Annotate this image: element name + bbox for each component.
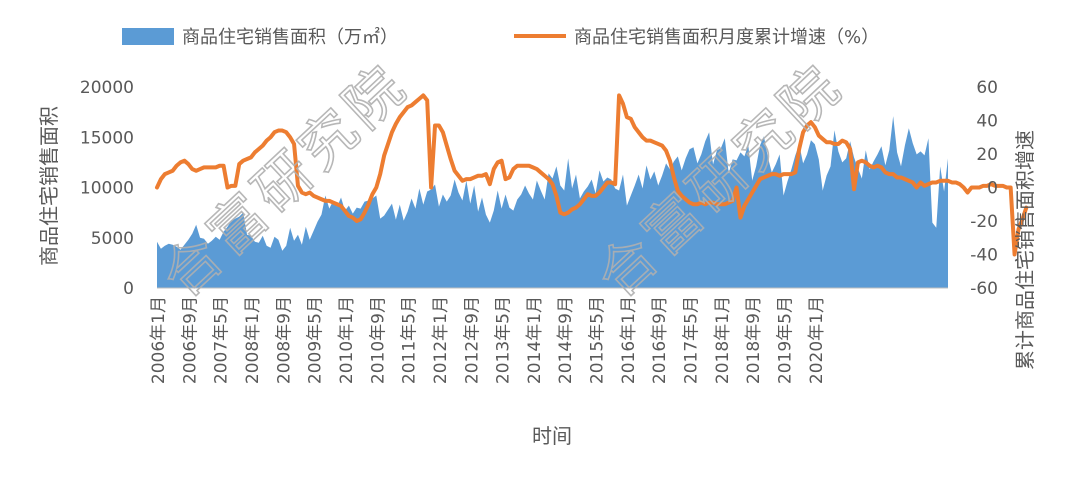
x-tick-label: 2008年9月: [274, 296, 294, 384]
x-tick-label: 2018年9月: [744, 296, 764, 384]
left-tick-label: 10000: [80, 179, 134, 199]
x-tick-label: 2016年1月: [619, 296, 639, 384]
x-tick-label: 2007年5月: [212, 296, 232, 384]
left-axis-ticks: 0 5000 10000 15000 20000: [80, 78, 134, 299]
x-tick-label: 2017年5月: [682, 296, 702, 384]
left-axis-title: 商品住宅销售面积: [37, 106, 61, 266]
x-axis-title: 时间: [532, 424, 572, 448]
x-tick-label: 2020年1月: [807, 296, 827, 384]
right-tick-label: -20: [970, 212, 998, 232]
area-series-sales: [157, 116, 948, 289]
plot-area: [155, 93, 1029, 289]
x-tick-label: 2014年9月: [556, 296, 576, 384]
right-tick-label: 40: [976, 112, 998, 132]
x-tick-label: 2010年1月: [337, 296, 357, 384]
legend: 商品住宅销售面积（万㎡） 商品住宅销售面积月度累计增速（%）: [122, 26, 879, 48]
right-axis-title: 累计商品住宅销售面积增速: [1013, 130, 1037, 370]
right-tick-label: 20: [976, 145, 998, 165]
right-tick-label: 0: [987, 179, 998, 199]
left-tick-label: 0: [123, 279, 134, 299]
x-tick-label: 2012年9月: [462, 296, 482, 384]
x-tick-label: 2018年1月: [713, 296, 733, 384]
left-tick-label: 20000: [80, 78, 134, 98]
x-tick-label: 2006年1月: [149, 296, 169, 384]
right-tick-label: -40: [970, 246, 998, 266]
x-tick-label: 2010年9月: [368, 296, 388, 384]
x-tick-label: 2019年5月: [776, 296, 796, 384]
x-tick-label: 2015年5月: [588, 296, 608, 384]
legend-area-label: 商品住宅销售面积（万㎡）: [182, 26, 398, 48]
legend-area-swatch: [122, 28, 174, 45]
right-tick-label: -60: [970, 279, 998, 299]
x-tick-label: 2014年1月: [525, 296, 545, 384]
right-axis-ticks: -60 -40 -20 0 20 40 60: [970, 78, 998, 299]
line-series-growth: [155, 93, 1029, 257]
legend-line-label: 商品住宅销售面积月度累计增速（%）: [574, 27, 879, 48]
x-axis-ticks: 2006年1月 2006年9月 2007年5月 2008年1月 2008年9月 2009年…: [149, 296, 827, 384]
x-tick-label: 2008年1月: [243, 296, 263, 384]
x-tick-label: 2011年5月: [400, 296, 420, 384]
left-tick-label: 15000: [80, 128, 134, 148]
x-tick-label: 2006年9月: [180, 296, 200, 384]
left-tick-label: 5000: [91, 229, 134, 249]
x-tick-label: 2013年5月: [494, 296, 514, 384]
x-tick-label: 2009年5月: [306, 296, 326, 384]
x-tick-label: 2012年1月: [431, 296, 451, 384]
right-tick-label: 60: [976, 78, 998, 98]
x-tick-label: 2016年9月: [650, 296, 670, 384]
